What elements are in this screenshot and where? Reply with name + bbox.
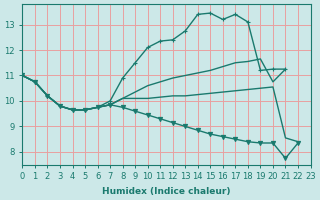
X-axis label: Humidex (Indice chaleur): Humidex (Indice chaleur) — [102, 187, 231, 196]
